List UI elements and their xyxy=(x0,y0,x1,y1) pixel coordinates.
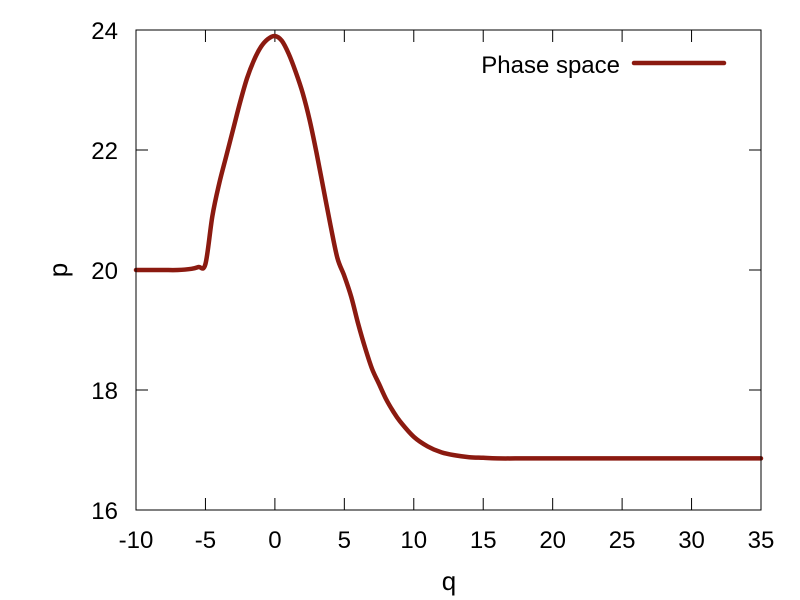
x-tick-label: 0 xyxy=(268,527,281,554)
x-axis-label: q xyxy=(442,566,456,596)
x-tick-label: 30 xyxy=(678,527,705,554)
legend-label-phase-space: Phase space xyxy=(481,52,620,79)
x-tick-label: 5 xyxy=(338,527,351,554)
x-tick-label: 15 xyxy=(470,527,497,554)
y-tick-label: 20 xyxy=(91,258,118,285)
tick-labels: -10 -5 0 5 10 15 20 25 30 35 16 18 20 22 24 xyxy=(91,18,774,554)
legend: Phase space xyxy=(481,52,727,79)
axis-ticks xyxy=(135,29,762,511)
plot-frame xyxy=(135,29,762,511)
x-tick-label: 20 xyxy=(539,527,566,554)
y-tick-label: 24 xyxy=(91,18,118,45)
x-tick-label: -5 xyxy=(195,527,216,554)
x-tick-label: 25 xyxy=(609,527,636,554)
y-tick-label: 18 xyxy=(91,378,118,405)
x-tick-label: 35 xyxy=(748,527,775,554)
x-tick-label: 10 xyxy=(400,527,427,554)
y-tick-label: 22 xyxy=(91,138,118,165)
series-line-phase-space xyxy=(133,33,764,461)
x-tick-label: -10 xyxy=(119,527,154,554)
y-tick-label: 16 xyxy=(91,498,118,525)
y-axis-label: p xyxy=(43,263,73,277)
